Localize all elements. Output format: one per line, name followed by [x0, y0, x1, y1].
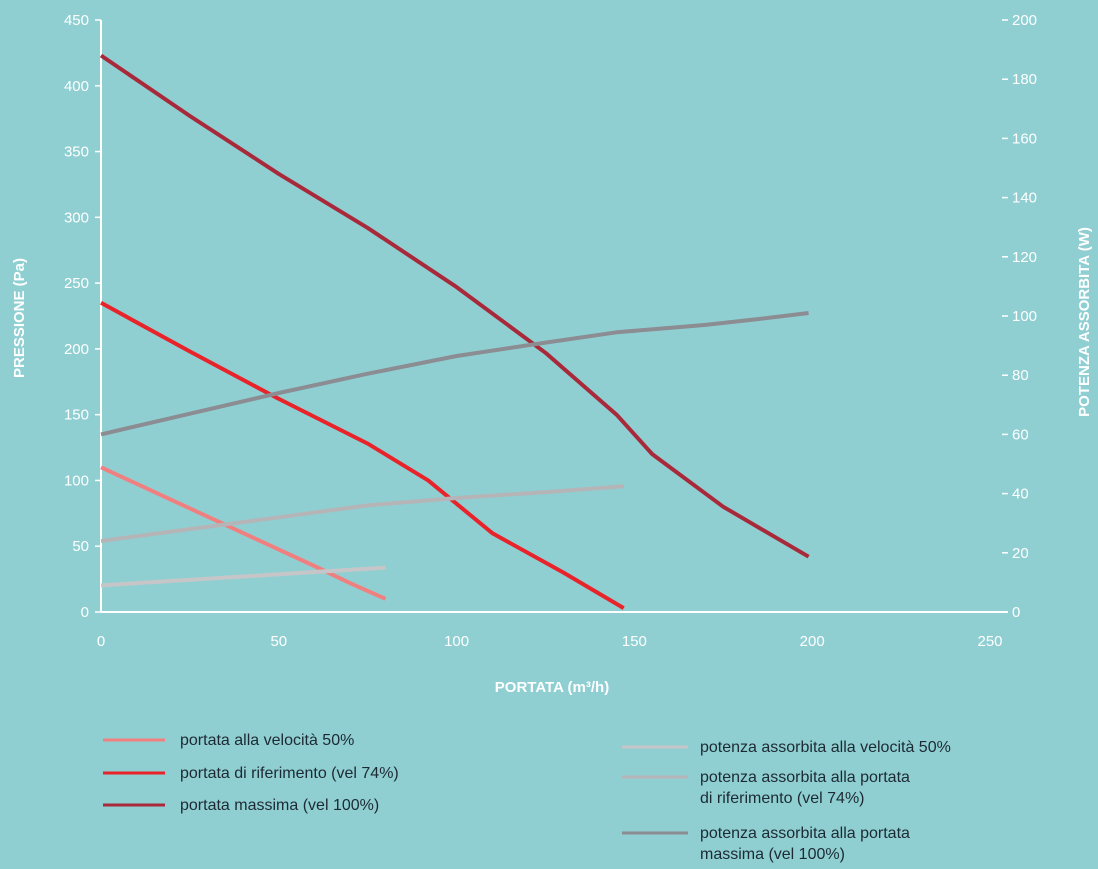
y-tick-label: 450	[64, 12, 89, 29]
legend: portata alla velocità 50% portata di rife…	[103, 732, 951, 863]
y2-tick-label: 160	[1012, 130, 1037, 147]
tick-labels: 0 50 100 150 200 250 300 350 400 450 0 20 40 60 80 100 1…	[64, 12, 1037, 650]
y-axis-title: PRESSIONE (Pa)	[11, 258, 28, 378]
legend-label: potenza assorbita alla portata	[700, 769, 910, 786]
y2-tick-label: 80	[1012, 367, 1029, 384]
y-tick-label: 300	[64, 209, 89, 226]
series-line-3	[99, 53, 810, 559]
x-tick-label: 250	[977, 633, 1002, 650]
y-tick-label: 350	[64, 144, 89, 161]
y2-tick-label: 0	[1012, 604, 1020, 621]
legend-label: potenza assorbita alla velocità 50%	[700, 739, 951, 756]
legend-label: portata massima (vel 100%)	[180, 797, 379, 814]
legend-label: massima (vel 100%)	[700, 846, 845, 863]
x-axis-title: PORTATA (m³/h)	[495, 679, 609, 696]
y2-axis-title: POTENZA ASSORBITA (W)	[1076, 227, 1093, 417]
y-tick-label: 150	[64, 407, 89, 424]
series-line-5	[100, 484, 624, 543]
axes	[95, 19, 1008, 613]
y2-tick-label: 200	[1012, 12, 1037, 29]
y2-tick-label: 40	[1012, 486, 1029, 503]
x-tick-label: 100	[444, 633, 469, 650]
series-line-1	[100, 465, 387, 601]
series-line-2	[100, 301, 625, 610]
legend-label: portata di riferimento (vel 74%)	[180, 765, 399, 782]
legend-label: potenza assorbita alla portata	[700, 825, 910, 842]
legend-label: portata alla velocità 50%	[180, 732, 354, 749]
y2-tick-label: 120	[1012, 249, 1037, 266]
series-line-6	[100, 311, 809, 437]
y2-tick-label: 60	[1012, 426, 1029, 443]
series-lines	[99, 53, 810, 610]
series-line-4	[100, 565, 386, 588]
legend-label: di riferimento (vel 74%)	[700, 790, 865, 807]
x-tick-label: 200	[800, 633, 825, 650]
y-tick-label: 50	[72, 538, 89, 555]
y2-tick-label: 100	[1012, 308, 1037, 325]
y2-tick-label: 180	[1012, 71, 1037, 88]
x-tick-label: 0	[97, 633, 105, 650]
y-tick-label: 250	[64, 275, 89, 292]
x-tick-label: 50	[270, 633, 287, 650]
y-tick-label: 100	[64, 472, 89, 489]
y-tick-label: 0	[81, 604, 89, 621]
y2-tick-label: 140	[1012, 190, 1037, 207]
x-tick-label: 150	[622, 633, 647, 650]
y-tick-label: 200	[64, 341, 89, 358]
y2-tick-label: 20	[1012, 545, 1029, 562]
y-tick-label: 400	[64, 78, 89, 95]
